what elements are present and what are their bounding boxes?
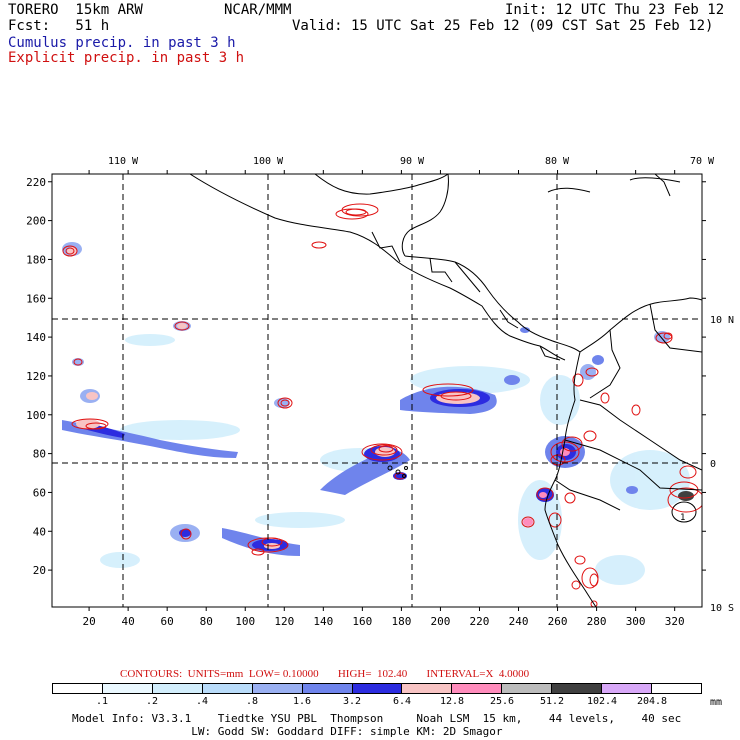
- legend-swatch: [502, 684, 553, 693]
- lon-label: 110 W: [108, 156, 139, 167]
- y-tick-label: 200: [26, 215, 46, 228]
- lon-label: 80 W: [545, 156, 570, 167]
- model-info-line1: Model Info: V3.3.1 Tiedtke YSU PBL Thomp…: [72, 712, 682, 725]
- latitude-labels: 10 N 0 10 S: [710, 315, 734, 614]
- y-tick-label: 60: [33, 486, 46, 499]
- color-legend: [52, 683, 702, 694]
- organization-label: NCAR/MMM: [224, 2, 292, 18]
- legend-swatch: [402, 684, 453, 693]
- legend-label: .1: [95, 696, 109, 707]
- legend-swatch: [252, 684, 303, 693]
- legend-swatch: [352, 684, 403, 693]
- legend-label: 12.8: [439, 696, 465, 707]
- legend-swatch: [552, 684, 603, 693]
- lon-label: 90 W: [400, 156, 425, 167]
- precipitation-field: [62, 242, 697, 585]
- legend-swatch: [102, 684, 153, 693]
- explicit-precip-label: Explicit precip. in past 3 h: [8, 50, 245, 66]
- coastlines: [189, 174, 702, 607]
- lat-label: 10 N: [710, 315, 734, 326]
- cumulus-precip-label: Cumulus precip. in past 3 h: [8, 35, 236, 51]
- valid-time: Valid: 15 UTC Sat 25 Feb 12 (09 CST Sat …: [292, 18, 714, 34]
- legend-label: 1.6: [292, 696, 312, 707]
- model-info-line2: LW: Godd SW: Goddard DIFF: simple KM: 2D…: [72, 725, 503, 738]
- legend-label: 25.6: [489, 696, 515, 707]
- x-tick-label: 180: [391, 615, 411, 628]
- x-tick-label: 40: [122, 615, 135, 628]
- legend-swatch: [53, 684, 103, 693]
- graticule: [52, 174, 702, 607]
- lon-label: 70 W: [690, 156, 715, 167]
- x-tick-label: 240: [509, 615, 529, 628]
- x-tick-label: 320: [665, 615, 685, 628]
- longitude-labels: 110 W 100 W 90 W 80 W 70 W: [108, 156, 715, 167]
- legend-label: 51.2: [539, 696, 565, 707]
- legend-label: 204.8: [636, 696, 668, 707]
- lon-label: 100 W: [253, 156, 284, 167]
- legend-label: 3.2: [342, 696, 362, 707]
- x-tick-label: 20: [82, 615, 95, 628]
- map-frame: [51, 173, 703, 608]
- legend-swatch: [152, 684, 203, 693]
- x-axis: 20 40 60 80 100 120 140 160 180 200 220 240 260 280 30…: [82, 170, 685, 628]
- x-tick-label: 220: [470, 615, 490, 628]
- legend-label: 6.4: [392, 696, 412, 707]
- y-tick-label: 220: [26, 176, 46, 189]
- x-tick-label: 60: [161, 615, 174, 628]
- legend-label: .8: [245, 696, 259, 707]
- x-tick-label: 120: [274, 615, 294, 628]
- x-tick-label: 80: [200, 615, 213, 628]
- y-tick-label: 20: [33, 564, 46, 577]
- x-tick-label: 200: [431, 615, 451, 628]
- contours-info: CONTOURS: UNITS=mm LOW= 0.10000 HIGH= 10…: [120, 668, 530, 680]
- y-tick-label: 160: [26, 292, 46, 305]
- legend-swatch: [602, 684, 653, 693]
- x-tick-label: 300: [626, 615, 646, 628]
- y-tick-label: 180: [26, 253, 46, 266]
- x-tick-label: 100: [235, 615, 255, 628]
- legend-swatch: [302, 684, 353, 693]
- legend-unit: mm: [710, 697, 723, 708]
- legend-label: .4: [195, 696, 209, 707]
- model-title: TORERO 15km ARW: [8, 2, 143, 18]
- lat-label: 0: [710, 459, 716, 470]
- y-tick-label: 80: [33, 448, 46, 461]
- y-tick-label: 40: [33, 525, 46, 538]
- legend-labels: .1 .2 .4 .8 1.6 3.2 6.4 12.8 25.6 51.2 102.4 204.8: [52, 696, 702, 708]
- y-tick-label: 120: [26, 370, 46, 383]
- legend-label: .2: [145, 696, 159, 707]
- legend-swatch: [452, 684, 503, 693]
- init-time: Init: 12 UTC Thu 23 Feb 12: [505, 2, 725, 18]
- legend-label: 102.4: [586, 696, 618, 707]
- y-axis: 20 40 60 80 100 120 140 160 180 200 220: [26, 176, 706, 577]
- y-tick-label: 140: [26, 331, 46, 344]
- x-tick-label: 260: [548, 615, 568, 628]
- lat-label: 10 S: [710, 603, 734, 614]
- x-tick-label: 280: [587, 615, 607, 628]
- explicit-precip-contours: [62, 203, 702, 607]
- y-tick-label: 100: [26, 409, 46, 422]
- x-tick-label: 140: [313, 615, 333, 628]
- forecast-hour: Fcst: 51 h: [8, 18, 110, 34]
- legend-swatch: [652, 684, 701, 693]
- blob-label: 1: [680, 513, 685, 523]
- legend-swatch: [202, 684, 253, 693]
- x-tick-label: 160: [352, 615, 372, 628]
